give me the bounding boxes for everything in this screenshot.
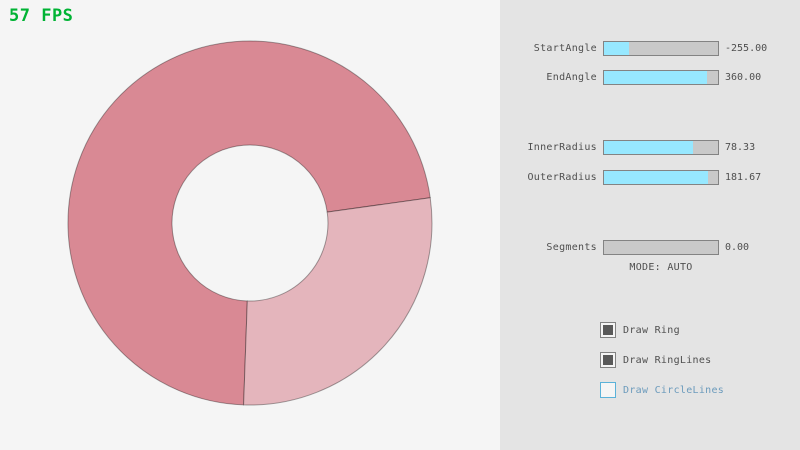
inner-radius-label: InnerRadius xyxy=(527,142,597,153)
slider-row-start-angle: StartAngle -255.00 xyxy=(500,41,800,56)
checkbox-check-mark xyxy=(603,325,613,335)
segments-value: 0.00 xyxy=(725,242,750,253)
inner-radius-value: 78.33 xyxy=(725,142,756,153)
controls-panel: StartAngle -255.00 EndAngle 360.00 Inner… xyxy=(500,0,800,450)
draw-ring-lines-checkbox-label: Draw RingLines xyxy=(623,354,712,366)
segments-mode-text: MODE: AUTO xyxy=(629,262,693,273)
start-angle-slider-fill xyxy=(604,42,629,55)
end-angle-slider[interactable] xyxy=(603,70,719,85)
draw-circle-lines-checkbox-row: Draw CircleLines xyxy=(600,382,724,398)
outer-radius-label: OuterRadius xyxy=(527,172,597,183)
end-angle-label: EndAngle xyxy=(546,72,597,83)
outer-radius-slider-fill xyxy=(604,171,708,184)
slider-row-outer-radius: OuterRadius 181.67 xyxy=(500,170,800,185)
inner-radius-slider[interactable] xyxy=(603,140,719,155)
checkbox-check-mark xyxy=(603,355,613,365)
draw-ring-lines-checkbox[interactable] xyxy=(600,352,616,368)
end-angle-value: 360.00 xyxy=(725,72,762,83)
end-angle-slider-fill xyxy=(604,71,707,84)
draw-circle-lines-checkbox-label: Draw CircleLines xyxy=(623,384,725,396)
ring-sector-light xyxy=(243,197,433,406)
ring-sector-dark xyxy=(67,40,431,406)
draw-circle-lines-checkbox[interactable] xyxy=(600,382,616,398)
draw-ring-checkbox[interactable] xyxy=(600,322,616,338)
start-angle-slider[interactable] xyxy=(603,41,719,56)
outer-radius-slider[interactable] xyxy=(603,170,719,185)
segments-label: Segments xyxy=(546,242,597,253)
start-angle-label: StartAngle xyxy=(533,43,597,54)
draw-ring-lines-checkbox-row: Draw RingLines xyxy=(600,352,712,368)
slider-row-end-angle: EndAngle 360.00 xyxy=(500,70,800,85)
segments-slider[interactable] xyxy=(603,240,719,255)
start-angle-value: -255.00 xyxy=(725,43,768,54)
slider-row-segments: Segments 0.00 xyxy=(500,240,800,255)
fps-counter: 57 FPS xyxy=(9,6,74,26)
outer-radius-value: 181.67 xyxy=(725,172,762,183)
ring-canvas xyxy=(67,40,433,406)
draw-ring-checkbox-row: Draw Ring xyxy=(600,322,680,338)
inner-radius-slider-fill xyxy=(604,141,694,154)
draw-ring-checkbox-label: Draw Ring xyxy=(623,324,680,336)
slider-row-inner-radius: InnerRadius 78.33 xyxy=(500,140,800,155)
